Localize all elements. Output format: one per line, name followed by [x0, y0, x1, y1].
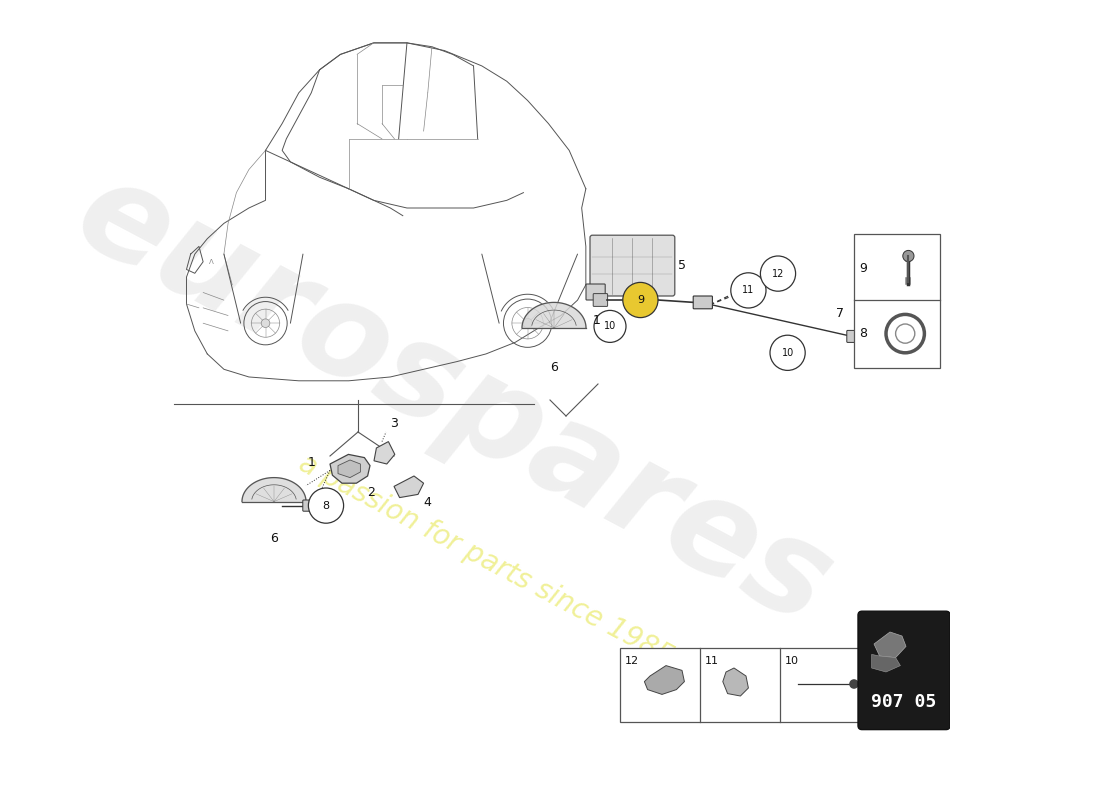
Text: 9: 9 [859, 262, 868, 275]
Text: 1: 1 [593, 314, 601, 327]
Text: 11: 11 [704, 656, 718, 666]
Polygon shape [871, 654, 901, 672]
Circle shape [903, 250, 914, 262]
FancyBboxPatch shape [590, 235, 674, 296]
Polygon shape [242, 478, 306, 502]
FancyBboxPatch shape [302, 500, 319, 511]
Text: 1: 1 [308, 456, 316, 469]
Circle shape [760, 256, 795, 291]
Text: 2: 2 [367, 486, 375, 498]
Polygon shape [723, 668, 748, 696]
Circle shape [770, 335, 805, 370]
Text: 12: 12 [625, 656, 638, 666]
Text: a passion for parts since 1985: a passion for parts since 1985 [294, 449, 678, 671]
Text: 907 05: 907 05 [871, 693, 936, 711]
Text: Λ: Λ [209, 258, 213, 265]
FancyBboxPatch shape [854, 234, 940, 368]
Circle shape [594, 310, 626, 342]
Circle shape [623, 282, 658, 318]
Text: 11: 11 [742, 286, 755, 295]
Text: 5: 5 [678, 259, 686, 272]
Circle shape [849, 679, 859, 689]
Polygon shape [394, 476, 424, 498]
FancyBboxPatch shape [593, 294, 607, 306]
Circle shape [261, 319, 270, 327]
Polygon shape [374, 442, 395, 464]
Text: 6: 6 [550, 361, 558, 374]
Text: 3: 3 [390, 417, 398, 430]
Polygon shape [330, 454, 370, 483]
Circle shape [522, 318, 532, 328]
Circle shape [730, 273, 766, 308]
FancyBboxPatch shape [620, 648, 860, 722]
Text: eurospares: eurospares [56, 148, 852, 652]
Polygon shape [874, 632, 906, 658]
Text: 7: 7 [836, 307, 844, 320]
FancyBboxPatch shape [586, 284, 605, 300]
Text: 8: 8 [859, 327, 868, 340]
Text: 12: 12 [772, 269, 784, 278]
Text: 10: 10 [604, 322, 616, 331]
Text: 10: 10 [781, 348, 794, 358]
Text: 10: 10 [784, 656, 799, 666]
FancyBboxPatch shape [858, 611, 950, 730]
Text: 8: 8 [322, 501, 330, 510]
Polygon shape [522, 302, 586, 328]
FancyBboxPatch shape [693, 296, 713, 309]
Circle shape [308, 488, 343, 523]
Polygon shape [338, 460, 361, 478]
Text: 4: 4 [424, 496, 431, 509]
FancyBboxPatch shape [847, 330, 865, 342]
Text: 6: 6 [271, 532, 278, 545]
Polygon shape [645, 666, 684, 694]
Text: 9: 9 [637, 295, 644, 305]
